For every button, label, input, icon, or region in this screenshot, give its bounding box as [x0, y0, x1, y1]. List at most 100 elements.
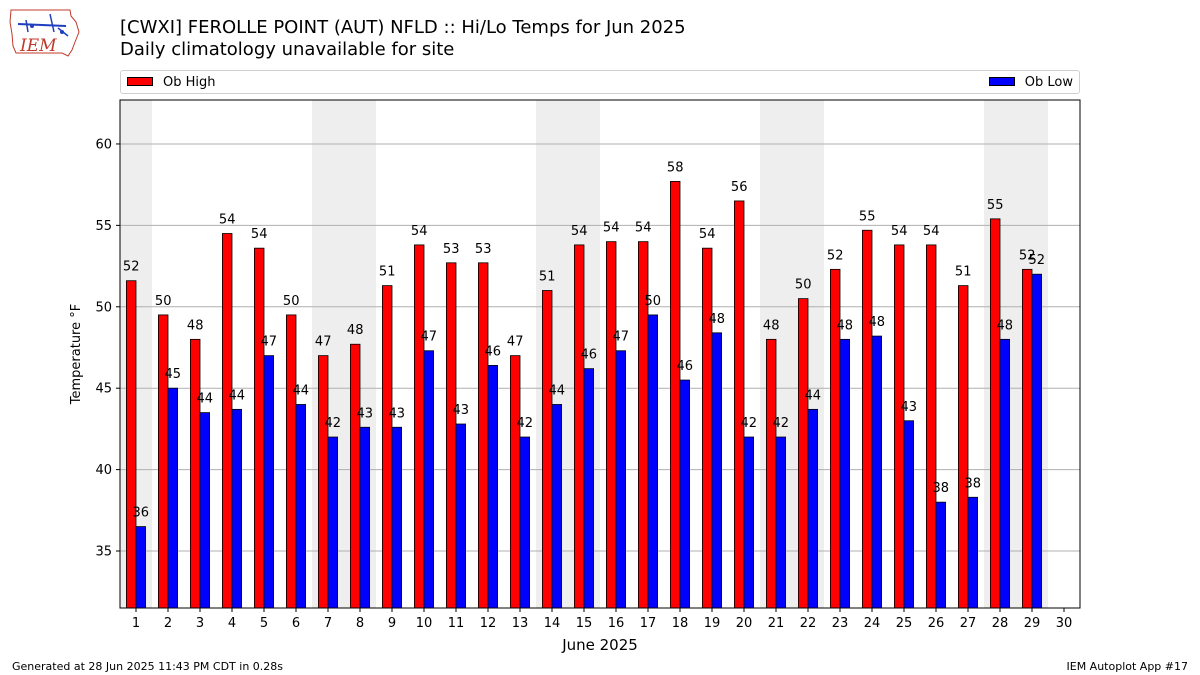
- data-label-low: 52: [1029, 253, 1046, 268]
- legend-swatch-high: [127, 77, 153, 86]
- bar-high: [798, 298, 809, 609]
- x-tick-label: 19: [704, 616, 721, 631]
- y-axis-label: Temperature °F: [69, 304, 84, 405]
- bar-high: [670, 181, 681, 609]
- bar-low: [455, 423, 467, 609]
- bar-low: [391, 426, 403, 609]
- bar-high: [189, 338, 201, 609]
- bar-high: [702, 247, 713, 609]
- x-tick-label: 18: [672, 616, 689, 631]
- data-label-high: 52: [1019, 248, 1036, 263]
- bar-high: [990, 218, 1001, 609]
- data-label-low: 44: [293, 383, 310, 398]
- chart-title: [CWXI] FEROLLE POINT (AUT) NFLD :: Hi/Lo…: [120, 17, 686, 38]
- data-label-high: 50: [155, 294, 172, 309]
- data-label-low: 43: [453, 403, 470, 418]
- data-label-low: 38: [965, 476, 982, 491]
- x-tick-label: 10: [416, 616, 433, 631]
- data-label-low: 42: [741, 416, 758, 431]
- bar-low: [327, 436, 339, 609]
- bar-high: [445, 262, 457, 609]
- data-label-low: 43: [389, 406, 406, 421]
- legend-label-high: Ob High: [163, 75, 216, 90]
- y-tick-label: 55: [95, 219, 112, 234]
- bar-low: [231, 408, 243, 609]
- data-label-high: 48: [347, 323, 364, 338]
- data-label-low: 48: [869, 315, 886, 330]
- bar-low: [711, 332, 723, 609]
- x-tick-label: 4: [228, 616, 236, 631]
- x-tick-label: 7: [324, 616, 332, 631]
- x-tick-label: 3: [196, 616, 204, 631]
- bar-low: [551, 404, 563, 609]
- y-tick-label: 45: [95, 382, 112, 397]
- data-label-high: 51: [379, 265, 396, 280]
- bar-low: [519, 436, 531, 609]
- data-label-low: 42: [517, 416, 534, 431]
- x-axis-label: June 2025: [561, 636, 638, 654]
- bar-low: [423, 350, 435, 609]
- bar-low: [743, 436, 755, 609]
- data-label-high: 50: [795, 278, 812, 293]
- data-label-low: 38: [933, 481, 950, 496]
- bar-high: [413, 244, 425, 609]
- data-label-high: 56: [731, 180, 748, 195]
- data-label-low: 50: [645, 294, 662, 309]
- y-tick-label: 50: [95, 300, 112, 315]
- x-tick-label: 9: [388, 616, 396, 631]
- bar-low: [487, 364, 499, 609]
- data-label-high: 52: [123, 260, 140, 275]
- bar-low: [647, 314, 659, 609]
- data-label-high: 54: [219, 213, 236, 228]
- bar-low: [999, 338, 1011, 609]
- bar-high: [862, 229, 873, 609]
- data-label-low: 44: [229, 388, 246, 403]
- data-label-low: 47: [613, 330, 630, 345]
- bar-low: [583, 368, 595, 609]
- bar-high: [477, 262, 489, 609]
- bar-low: [679, 379, 691, 609]
- footer-generated: Generated at 28 Jun 2025 11:43 PM CDT in…: [12, 660, 284, 673]
- chart-legend: Ob High Ob Low: [120, 70, 1080, 94]
- data-label-low: 44: [805, 388, 822, 403]
- data-label-low: 46: [581, 348, 598, 363]
- footer-app: IEM Autoplot App #17: [1066, 660, 1189, 673]
- bar-low: [167, 387, 179, 609]
- data-label-high: 54: [635, 221, 652, 236]
- data-label-low: 48: [997, 318, 1014, 333]
- data-label-high: 53: [443, 242, 460, 257]
- data-label-low: 43: [357, 406, 374, 421]
- bar-low: [263, 355, 275, 609]
- x-tick-label: 14: [544, 616, 561, 631]
- bar-high: [253, 247, 265, 609]
- bar-low: [615, 350, 627, 609]
- y-tick-label: 40: [95, 463, 112, 478]
- data-label-high: 51: [539, 270, 556, 285]
- bar-low: [199, 412, 211, 609]
- x-tick-label: 26: [928, 616, 945, 631]
- plot-frame: [119, 99, 1081, 609]
- bar-high: [766, 338, 777, 609]
- data-label-high: 55: [987, 198, 1004, 213]
- x-tick-label: 27: [960, 616, 977, 631]
- data-label-high: 53: [475, 242, 492, 257]
- bar-high: [285, 314, 297, 609]
- data-label-high: 54: [923, 224, 940, 239]
- data-label-low: 42: [773, 416, 790, 431]
- legend-swatch-low: [988, 77, 1015, 86]
- data-label-high: 48: [763, 318, 780, 333]
- bar-low: [967, 496, 979, 609]
- logo-text: IEM: [20, 36, 57, 56]
- legend-item-high: Ob High: [127, 75, 216, 90]
- data-label-high: 51: [955, 265, 972, 280]
- x-tick-label: 1: [132, 616, 140, 631]
- bar-high: [126, 280, 137, 609]
- x-tick-label: 5: [260, 616, 268, 631]
- data-label-high: 55: [859, 209, 876, 224]
- chart-subtitle: Daily climatology unavailable for site: [120, 39, 455, 60]
- y-tick-label: 35: [95, 545, 112, 560]
- data-label-low: 43: [901, 400, 918, 415]
- data-label-high: 54: [571, 224, 588, 239]
- x-tick-label: 12: [480, 616, 497, 631]
- data-label-high: 47: [507, 335, 524, 350]
